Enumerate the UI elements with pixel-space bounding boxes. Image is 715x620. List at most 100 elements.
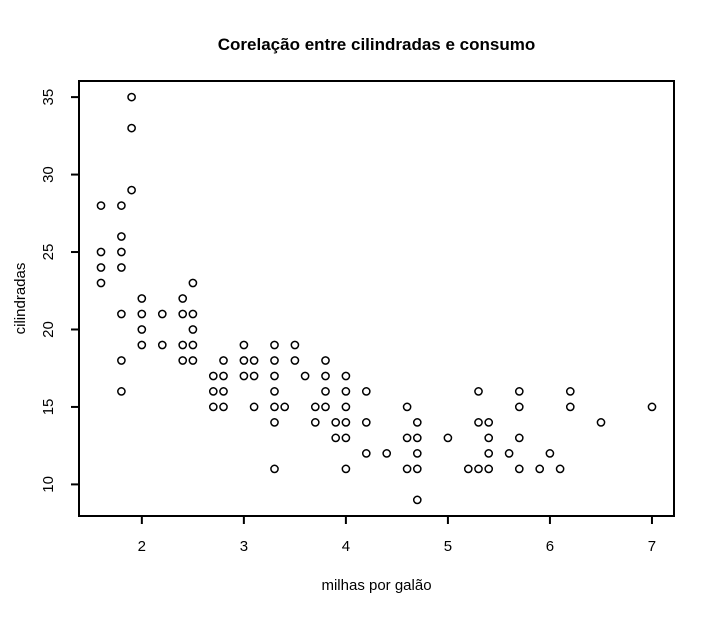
data-point [219,371,228,381]
data-point [249,356,259,365]
data-point [239,371,249,381]
data-point [565,402,575,412]
data-point [188,278,198,288]
data-point [208,402,218,412]
data-point [484,433,494,443]
x-axis-label: milhas por galão [321,577,431,594]
data-point [290,356,300,365]
data-point [270,464,279,474]
data-point [474,418,483,427]
data-point [188,309,198,319]
data-point [270,418,279,427]
data-point [514,433,524,443]
data-points-layer [96,92,657,505]
data-point [127,92,136,102]
data-point [137,294,147,303]
y-tick-label: 10 [40,476,57,493]
data-point [341,464,351,474]
data-point [596,418,606,427]
x-tick-label: 5 [444,538,452,555]
data-point [188,325,198,334]
data-point [96,201,106,210]
data-point [117,247,126,257]
data-point [270,340,279,350]
x-tick-label: 7 [648,538,656,555]
plot-box [78,80,675,517]
x-tick-label: 3 [240,538,248,555]
data-point [341,433,351,443]
data-point [382,449,392,458]
data-point [280,402,290,412]
data-point [341,371,351,381]
data-point [96,263,106,272]
data-point [443,433,453,443]
data-point [137,309,147,319]
data-point [270,356,279,365]
data-point [514,387,524,396]
data-point [270,371,279,381]
data-point [412,449,422,458]
data-point [137,340,147,350]
data-point [239,340,249,350]
data-point [647,402,657,412]
data-point [270,387,279,396]
data-point [117,356,126,365]
data-point [270,402,279,412]
data-point [555,464,565,474]
data-point [219,402,228,412]
x-tick-label: 2 [138,538,146,555]
data-point [208,371,218,381]
data-point [341,387,351,396]
data-point [402,464,412,474]
data-point [463,464,473,474]
data-point [157,309,167,319]
data-point [341,402,351,412]
data-point [474,464,483,474]
data-point [117,232,126,241]
data-point [565,387,575,396]
chart-title: Corelação entre cilindradas e consumo [218,35,535,54]
data-point [188,356,198,365]
data-point [96,247,106,257]
x-tick-label: 6 [546,538,554,555]
data-point [310,418,320,427]
data-point [310,402,320,412]
data-point [117,263,126,272]
data-point [117,309,126,319]
y-tick-label: 25 [40,244,57,261]
data-point [412,433,422,443]
data-point [412,418,422,427]
data-point [361,387,371,396]
y-tick-label: 15 [40,399,57,416]
data-point [249,371,259,381]
data-point [300,371,310,381]
data-point [96,278,106,288]
y-tick-label: 20 [40,321,57,338]
data-point [321,371,330,381]
data-point [504,449,514,458]
data-point [178,309,188,319]
data-point [361,418,371,427]
data-point [249,402,259,412]
y-axis-label: cilindradas [12,263,29,335]
data-point [545,449,555,458]
y-tick-label: 30 [40,166,57,183]
data-point [290,340,300,350]
data-point [127,123,136,133]
data-point [188,340,198,350]
data-point [484,464,494,474]
data-point [474,387,483,396]
data-point [117,387,126,396]
data-point [341,418,351,427]
data-point [178,356,188,365]
data-point [239,356,249,365]
data-point [331,418,341,427]
data-point [157,340,167,350]
data-point [361,449,371,458]
data-point [219,356,228,365]
data-point [321,402,330,412]
x-axis-ticks: 2 3 4 5 6 7 [138,517,656,555]
data-point [117,201,126,210]
